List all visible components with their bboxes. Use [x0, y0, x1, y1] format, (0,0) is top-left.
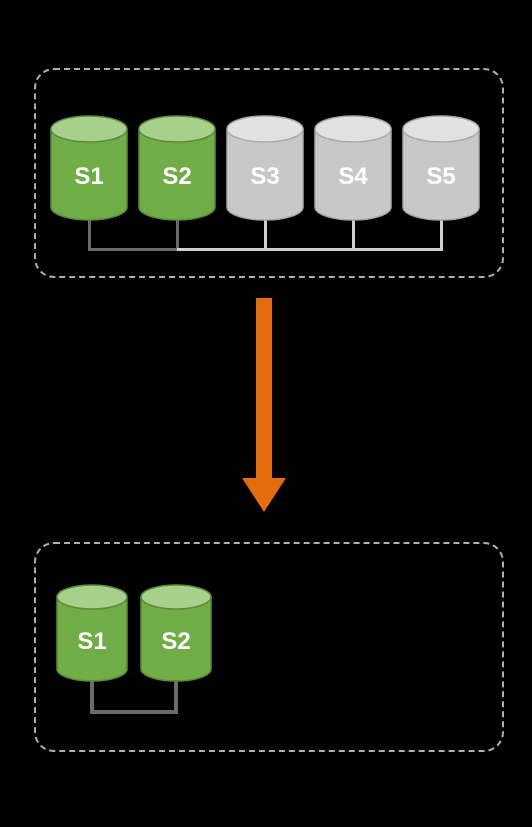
cylinder-bottom-s1-label: S1 [56, 628, 128, 656]
cylinder-bottom-s2: S2 [140, 584, 212, 676]
bottom-bus [90, 710, 178, 714]
cylinder-s4-label: S4 [314, 163, 392, 191]
cylinder-s5: S5 [402, 115, 480, 215]
cylinder-s2-label: S2 [138, 163, 216, 191]
arrow-head-icon [242, 478, 286, 512]
cylinder-bottom-s2-label: S2 [140, 628, 212, 656]
top-bus-dark [88, 248, 179, 251]
cylinder-s1-label: S1 [50, 163, 128, 191]
cylinder-s5-label: S5 [402, 163, 480, 191]
top-bus-light [177, 248, 443, 251]
cylinder-s2: S2 [138, 115, 216, 215]
cylinder-bottom-s1: S1 [56, 584, 128, 676]
cylinder-s1: S1 [50, 115, 128, 215]
cylinder-s3: S3 [226, 115, 304, 215]
cylinder-s3-label: S3 [226, 163, 304, 191]
cylinder-s4: S4 [314, 115, 392, 215]
arrow-shaft [256, 298, 272, 478]
